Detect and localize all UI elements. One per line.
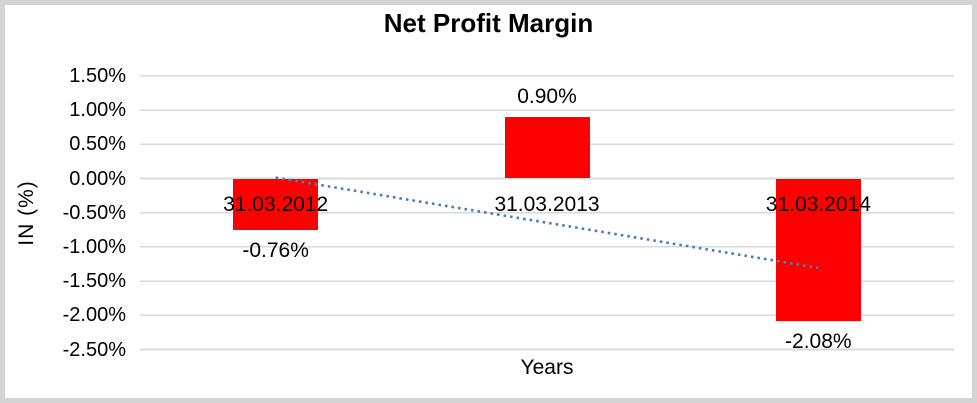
- y-tick-label: 0.50%: [69, 133, 126, 156]
- y-tick-label: 0.00%: [69, 167, 126, 190]
- bar: [233, 178, 319, 231]
- y-tick-label: 1.00%: [69, 99, 126, 122]
- bar-data-label: 0.90%: [517, 84, 577, 108]
- bar: [775, 178, 861, 321]
- y-tick-label: 1.50%: [69, 64, 126, 87]
- chart-title: Net Profit Margin: [383, 8, 594, 38]
- x-axis-title: Years: [520, 356, 574, 379]
- x-category-label: 31.03.2013: [494, 193, 600, 216]
- x-category-label: 31.03.2012: [223, 193, 329, 216]
- bar: [504, 116, 590, 179]
- y-tick-label: -2.50%: [62, 338, 126, 361]
- trendline: [275, 176, 819, 270]
- y-tick-label: -1.50%: [62, 270, 126, 293]
- y-axis-title: IN (%): [15, 180, 38, 246]
- y-tick-label: -2.00%: [62, 304, 126, 327]
- bar-data-label: -2.08%: [785, 329, 852, 353]
- x-category-label: 31.03.2014: [765, 193, 871, 216]
- y-tick-label: -1.00%: [62, 235, 126, 258]
- y-tick-label: -0.50%: [62, 201, 126, 224]
- bar-data-label: -0.76%: [242, 239, 309, 263]
